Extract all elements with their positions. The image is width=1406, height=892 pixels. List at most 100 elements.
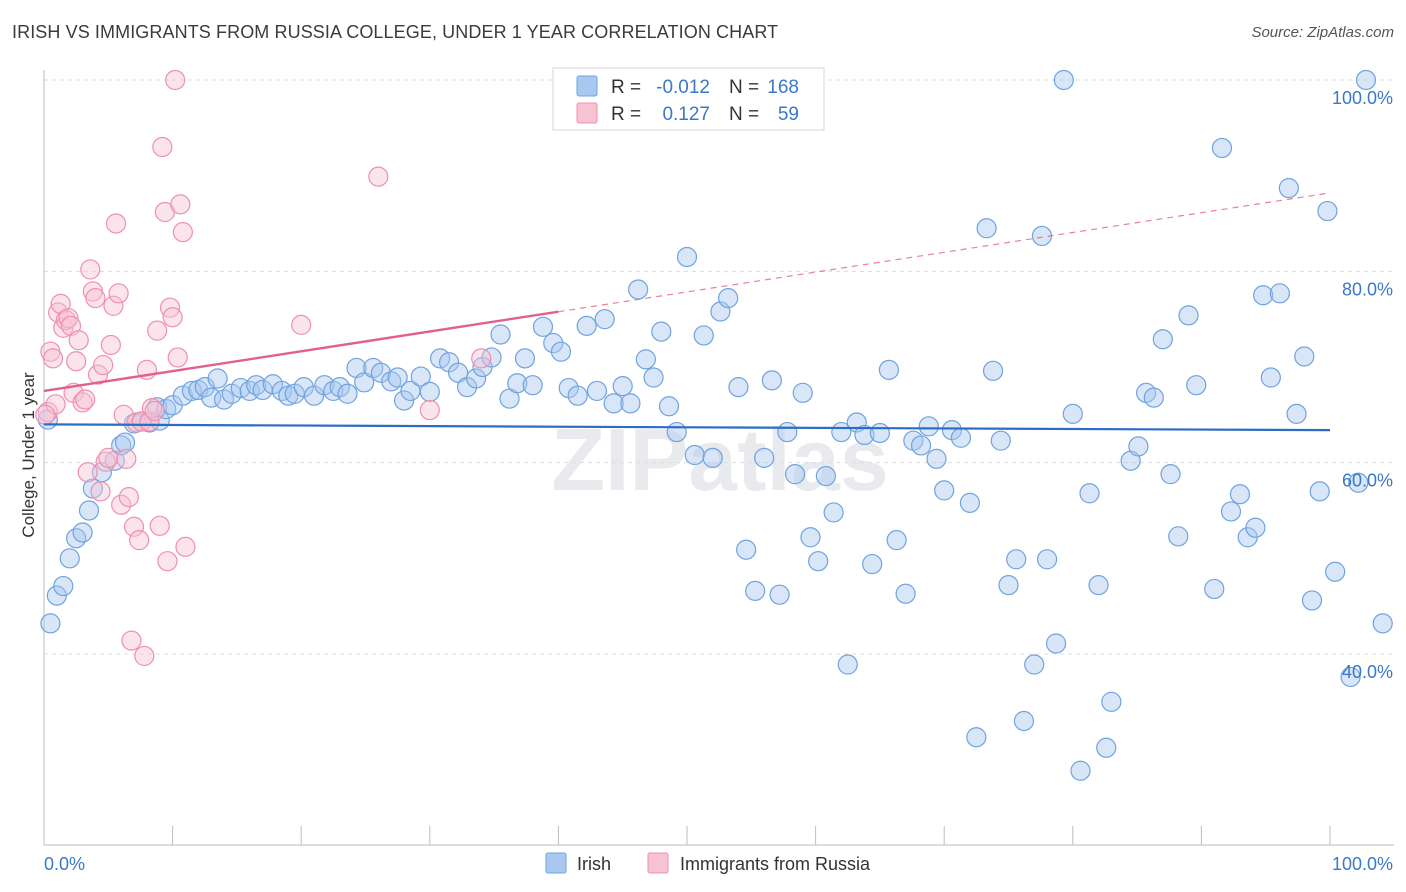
bottom-legend-label-russia: Immigrants from Russia (680, 854, 871, 874)
irish-point (576, 315, 597, 336)
irish-point (918, 416, 939, 437)
irish-point (777, 421, 798, 443)
series-russia-points (35, 69, 492, 667)
russia-point (141, 398, 163, 419)
russia-point (37, 401, 58, 423)
irish-point (666, 421, 687, 443)
irish-point (1325, 561, 1346, 582)
russia-point (108, 283, 129, 304)
russia-point (87, 364, 109, 385)
russia-point (80, 259, 101, 280)
russia-point (129, 530, 150, 551)
irish-point (419, 381, 440, 402)
russia-point (291, 314, 312, 336)
irish-point (982, 360, 1004, 381)
irish-point (594, 309, 615, 330)
x-tick-label-min: 0.0% (44, 854, 85, 874)
irish-point (635, 349, 656, 370)
irish-point (718, 288, 739, 309)
irish-point (78, 500, 100, 521)
irish-point (53, 575, 74, 597)
irish-point (550, 341, 572, 362)
irish-point (387, 367, 408, 388)
irish-point (934, 480, 955, 501)
irish-point (815, 465, 836, 487)
trend-line-russia (43, 310, 559, 393)
irish-point (1070, 760, 1091, 781)
irish-point (201, 387, 222, 408)
russia-point (165, 69, 186, 91)
irish-point (1211, 137, 1233, 159)
russia-point (118, 487, 139, 508)
trend-lines (43, 192, 1331, 432)
irish-point (303, 385, 325, 406)
russia-point (116, 448, 137, 469)
irish-point (950, 427, 972, 448)
irish-point (59, 548, 80, 569)
legend: R = -0.012 N = 168 R = 0.127 N = 59 (552, 67, 825, 131)
russia-point (172, 222, 193, 243)
russia-point (98, 447, 119, 468)
irish-point (490, 324, 511, 345)
irish-point (823, 502, 844, 523)
irish-point (293, 376, 314, 398)
irish-point (792, 382, 813, 403)
axes (43, 70, 1394, 846)
irish-point (1348, 472, 1369, 493)
trend-line-russia-dashed (558, 192, 1331, 313)
irish-point (1079, 483, 1100, 504)
source-label: Source: ZipAtlas.com (1251, 24, 1394, 41)
irish-point (886, 530, 907, 551)
trend-line-irish (43, 423, 1331, 432)
grid-lines (44, 79, 1394, 655)
irish-point (1168, 526, 1189, 547)
irish-point (586, 380, 608, 402)
irish-point (207, 368, 228, 389)
irish-point (1101, 691, 1122, 712)
legend-box (552, 67, 825, 131)
irish-point (976, 218, 997, 239)
russia-point (53, 317, 74, 338)
irish-point (82, 478, 103, 499)
legend-r-value-russia: 0.127 (662, 104, 710, 125)
y-tick-label: 60.0% (1342, 471, 1393, 491)
irish-point (329, 376, 350, 398)
irish-point (1053, 69, 1074, 91)
irish-point (1045, 633, 1067, 654)
russia-point (35, 404, 56, 425)
irish-point (481, 347, 502, 368)
russia-point (123, 516, 145, 537)
irish-point (1229, 484, 1251, 505)
tick-labels: 40.0% 60.0% 80.0% 100.0% 0.0% 100.0% (44, 88, 1393, 874)
irish-point (1355, 69, 1377, 91)
irish-point (1278, 178, 1299, 199)
russia-point (85, 288, 106, 309)
irish-point (837, 654, 858, 675)
russia-point (45, 394, 66, 415)
russia-point (103, 295, 124, 316)
irish-point (878, 359, 900, 380)
irish-point (800, 527, 821, 548)
russia-point (167, 347, 188, 368)
irish-point (745, 580, 766, 601)
irish-point (990, 430, 1011, 451)
russia-point (149, 515, 170, 536)
russia-point (72, 392, 93, 413)
russia-point (139, 411, 160, 432)
irish-point (603, 393, 624, 414)
irish-point (754, 447, 775, 468)
y-tick-label: 80.0% (1342, 279, 1393, 299)
irish-point (337, 383, 358, 404)
irish-point (465, 368, 487, 389)
irish-point (66, 528, 87, 549)
series-irish-points (37, 69, 1393, 781)
legend-n-label-irish: N = (729, 77, 759, 98)
legend-n-value-irish: 168 (767, 77, 799, 98)
irish-point (1309, 481, 1330, 502)
irish-point (1128, 436, 1149, 457)
irish-point (1294, 346, 1315, 367)
russia-point (471, 348, 492, 369)
legend-swatch-russia (576, 102, 598, 124)
